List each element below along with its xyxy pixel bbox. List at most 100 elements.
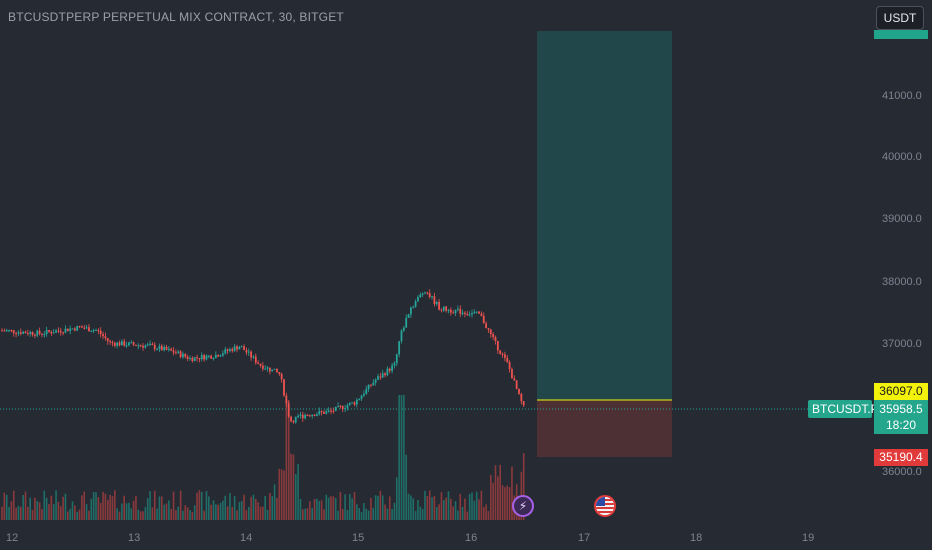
volume-bar	[388, 496, 391, 520]
volume-bar	[473, 500, 476, 520]
candle-body	[515, 380, 518, 389]
candle-body	[203, 355, 205, 360]
candle-body	[214, 354, 217, 359]
volume-bar	[421, 508, 424, 520]
volume-bar	[57, 501, 60, 520]
volume-bar	[271, 496, 274, 520]
volume-bar	[370, 497, 372, 520]
volume-bar	[353, 492, 356, 520]
candle-body	[83, 327, 86, 329]
candle-body	[346, 405, 349, 409]
long-position-tool[interactable]	[537, 31, 672, 457]
candle-body	[41, 333, 43, 335]
currency-button[interactable]: USDT	[876, 6, 924, 30]
volume-bar	[109, 494, 111, 520]
volume-bar	[12, 490, 15, 520]
volume-bar	[501, 485, 504, 520]
candle-body	[64, 328, 67, 333]
volume-bar	[445, 497, 447, 520]
last-price-tag: 35958.5 18:20	[874, 400, 928, 434]
volume-bar	[273, 484, 276, 520]
volume-bar	[83, 491, 86, 520]
candle-body	[43, 334, 46, 336]
volume-bar	[379, 490, 382, 520]
volume-bar	[52, 504, 55, 520]
us-flag-icon[interactable]	[594, 495, 616, 517]
volume-bar	[365, 508, 368, 520]
candle-body	[332, 410, 335, 412]
volume-bar	[121, 503, 123, 520]
volume-bar	[78, 509, 81, 520]
candle-body	[3, 330, 6, 332]
lightning-bolt-icon[interactable]: ⚡	[512, 495, 534, 517]
candle-body	[111, 342, 114, 344]
volume-bar	[391, 509, 393, 520]
volume-bar	[304, 508, 306, 520]
volume-bar	[111, 496, 114, 520]
candle-body	[207, 355, 210, 357]
candle-body	[45, 330, 48, 335]
volume-bar	[90, 498, 93, 520]
candle-body	[62, 332, 64, 334]
candle-body	[273, 368, 276, 370]
volume-bar	[447, 491, 450, 520]
candle-body	[186, 356, 189, 359]
volume-bar	[377, 495, 379, 520]
candle-body	[243, 346, 245, 351]
volume-bar	[229, 492, 231, 520]
candle-body	[508, 362, 511, 370]
candle-body	[426, 292, 429, 294]
candle-body	[153, 344, 156, 350]
volume-bar	[478, 499, 480, 520]
candle-body	[417, 297, 419, 302]
volume-bar	[170, 508, 172, 520]
candle-body	[353, 402, 356, 405]
volume-bar	[15, 507, 17, 520]
volume-bar	[74, 505, 76, 520]
volume-bar	[417, 500, 419, 520]
time-axis-label: 12	[6, 532, 19, 544]
target-zone[interactable]	[537, 31, 672, 400]
volume-bar	[412, 498, 415, 520]
stop-zone[interactable]	[537, 400, 672, 457]
price-axis-label: 37000.0	[882, 338, 922, 350]
candle-body	[313, 414, 316, 416]
volume-bar	[186, 507, 189, 520]
volume-bar	[198, 490, 201, 520]
candle-body	[85, 327, 88, 329]
candle-body	[294, 417, 297, 423]
candle-body	[219, 355, 222, 357]
candle-body	[266, 367, 269, 369]
volume-bar	[306, 508, 309, 520]
volume-bar	[407, 493, 410, 520]
volume-bar	[443, 500, 445, 520]
candle-body	[1, 330, 3, 332]
candle-body	[177, 351, 180, 353]
volume-bar	[351, 498, 353, 520]
candle-body	[19, 332, 22, 334]
candle-body	[132, 342, 135, 345]
candle-body	[34, 334, 36, 336]
volume-bar	[156, 508, 158, 520]
volume-bar	[168, 500, 170, 520]
volume-bar	[27, 506, 29, 520]
candle-body	[254, 356, 257, 363]
candle-body	[167, 348, 170, 350]
volume-bar	[393, 502, 396, 520]
volume-bar	[62, 496, 64, 520]
volume-bar	[522, 453, 525, 520]
volume-bar	[3, 492, 6, 520]
volume-bar	[320, 500, 323, 520]
time-axis-label: 16	[465, 532, 478, 544]
volume-bar	[264, 496, 266, 520]
volume-bar	[327, 497, 330, 520]
candle-body	[81, 326, 83, 328]
entry-price-tag: 36097.0	[874, 383, 928, 400]
volume-bar	[374, 495, 377, 520]
candle-body	[419, 294, 422, 298]
candle-body	[146, 344, 149, 346]
volume-bar	[410, 495, 412, 520]
candle-body	[231, 349, 234, 352]
volume-bar	[266, 509, 269, 520]
